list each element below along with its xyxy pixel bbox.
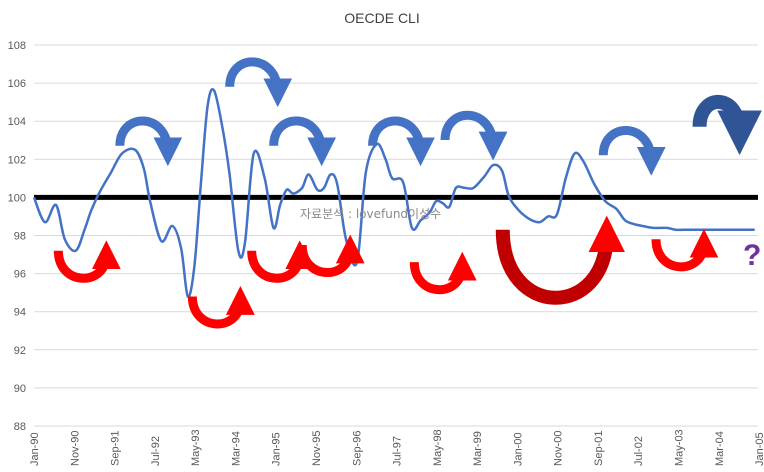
y-tick-label: 96: [14, 269, 26, 281]
trough-turn-arrow: [409, 251, 477, 295]
x-tick-label: Jan-00: [512, 432, 524, 466]
question-mark: ?: [743, 239, 761, 272]
peak-turn-arrow: [598, 126, 666, 176]
watermark: 자료분석 : lovefund이성수: [300, 207, 441, 221]
x-tick-label: Mar-99: [472, 431, 484, 466]
y-tick-label: 88: [14, 421, 26, 433]
x-axis-ticks: Jan-90 Nov-90 Sep-91 Jul-92 May-93 Mar-94 Jan-…: [29, 429, 764, 466]
x-tick-label: Nov-00: [553, 431, 565, 466]
turn-arrows: [53, 57, 762, 329]
x-tick-label: May-93: [190, 429, 202, 466]
trough-turn-arrow: [53, 240, 121, 283]
x-tick-label: Nov-90: [69, 431, 81, 466]
x-tick-label: Sep-91: [110, 431, 122, 466]
x-tick-label: Nov-95: [311, 431, 323, 466]
trough-turn-arrow: [297, 234, 365, 277]
y-tick-label: 102: [8, 154, 26, 166]
x-tick-label: Jul-97: [392, 436, 404, 466]
peak-turn-arrow: [692, 95, 762, 156]
x-tick-label: Jan-05: [754, 432, 764, 466]
gridlines: [34, 44, 758, 427]
y-tick-label: 90: [14, 383, 26, 395]
y-tick-label: 98: [14, 231, 26, 243]
peak-turn-arrow: [440, 110, 508, 161]
x-tick-label: Jan-95: [271, 432, 283, 466]
x-tick-label: May-98: [432, 429, 444, 466]
y-tick-label: 92: [14, 345, 26, 357]
peak-turn-arrow: [115, 116, 183, 167]
x-tick-label: May-03: [674, 429, 686, 466]
trough-turn-arrow: [651, 228, 719, 272]
y-tick-label: 94: [14, 307, 26, 319]
x-tick-label: Jan-90: [29, 432, 41, 466]
y-tick-label: 108: [8, 40, 26, 52]
x-tick-label: Jul-02: [633, 436, 645, 466]
x-tick-label: Mar-04: [714, 431, 726, 466]
y-tick-label: 100: [8, 192, 26, 204]
chart-title: OECDE CLI: [344, 10, 419, 26]
series-group: [32, 87, 755, 299]
peak-turn-arrow: [368, 116, 435, 167]
x-tick-label: Sep-96: [351, 431, 363, 466]
trough-turn-arrow: [187, 286, 255, 329]
x-tick-label: Sep-01: [593, 431, 605, 466]
trough-turn-arrow: [495, 215, 625, 305]
series-line: [32, 87, 755, 299]
x-tick-label: Jul-92: [150, 436, 162, 466]
peak-turn-arrow: [269, 116, 337, 167]
y-axis-ticks: 88 90 92 94 96 98 100 102 104 106 108: [8, 40, 26, 433]
y-tick-label: 106: [8, 78, 26, 90]
trough-turn-arrow: [247, 240, 315, 283]
y-tick-label: 104: [8, 116, 26, 128]
x-tick-label: Mar-94: [230, 431, 242, 466]
peak-turn-arrow: [225, 57, 293, 108]
